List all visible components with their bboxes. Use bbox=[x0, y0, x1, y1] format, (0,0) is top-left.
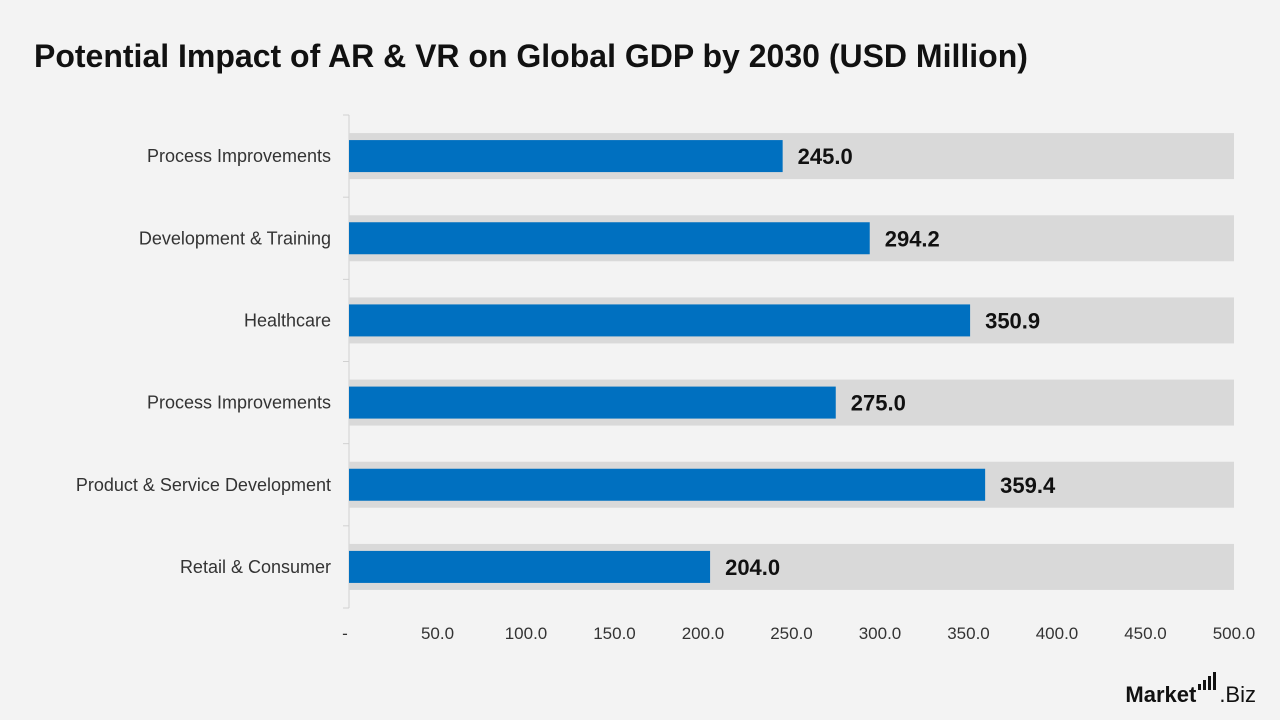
category-label: Development & Training bbox=[139, 228, 331, 248]
bar bbox=[349, 550, 711, 583]
x-tick-label: - bbox=[342, 624, 348, 643]
category-label: Process Improvements bbox=[147, 393, 331, 413]
x-tick-label: 350.0 bbox=[947, 624, 990, 643]
bar bbox=[349, 140, 783, 173]
bar bbox=[349, 304, 971, 337]
brand-name: Market bbox=[1125, 682, 1197, 707]
category-label: Retail & Consumer bbox=[180, 557, 331, 577]
x-tick-label: 300.0 bbox=[859, 624, 902, 643]
data-label: 245.0 bbox=[798, 144, 853, 169]
x-tick-label: 50.0 bbox=[421, 624, 454, 643]
bar bbox=[349, 386, 836, 419]
brand-logo: Market .Biz bbox=[1125, 672, 1256, 708]
category-label: Product & Service Development bbox=[76, 475, 331, 495]
bar bbox=[349, 222, 870, 255]
category-label: Process Improvements bbox=[147, 146, 331, 166]
x-tick-label: 100.0 bbox=[505, 624, 548, 643]
x-tick-label: 500.0 bbox=[1213, 624, 1256, 643]
data-label: 359.4 bbox=[1000, 473, 1056, 498]
data-label: 294.2 bbox=[885, 226, 940, 251]
chart-title: Potential Impact of AR & VR on Global GD… bbox=[34, 38, 1028, 74]
brand-suffix: .Biz bbox=[1219, 682, 1256, 707]
x-tick-label: 250.0 bbox=[770, 624, 813, 643]
category-label: Healthcare bbox=[244, 310, 331, 330]
data-label: 350.9 bbox=[985, 308, 1040, 333]
x-tick-label: 200.0 bbox=[682, 624, 725, 643]
bar-signal-icon bbox=[1198, 672, 1217, 690]
x-tick-label: 400.0 bbox=[1036, 624, 1079, 643]
bar bbox=[349, 468, 986, 501]
x-tick-label: 450.0 bbox=[1124, 624, 1167, 643]
x-tick-label: 150.0 bbox=[593, 624, 636, 643]
data-label: 275.0 bbox=[851, 391, 906, 416]
data-label: 204.0 bbox=[725, 555, 780, 580]
